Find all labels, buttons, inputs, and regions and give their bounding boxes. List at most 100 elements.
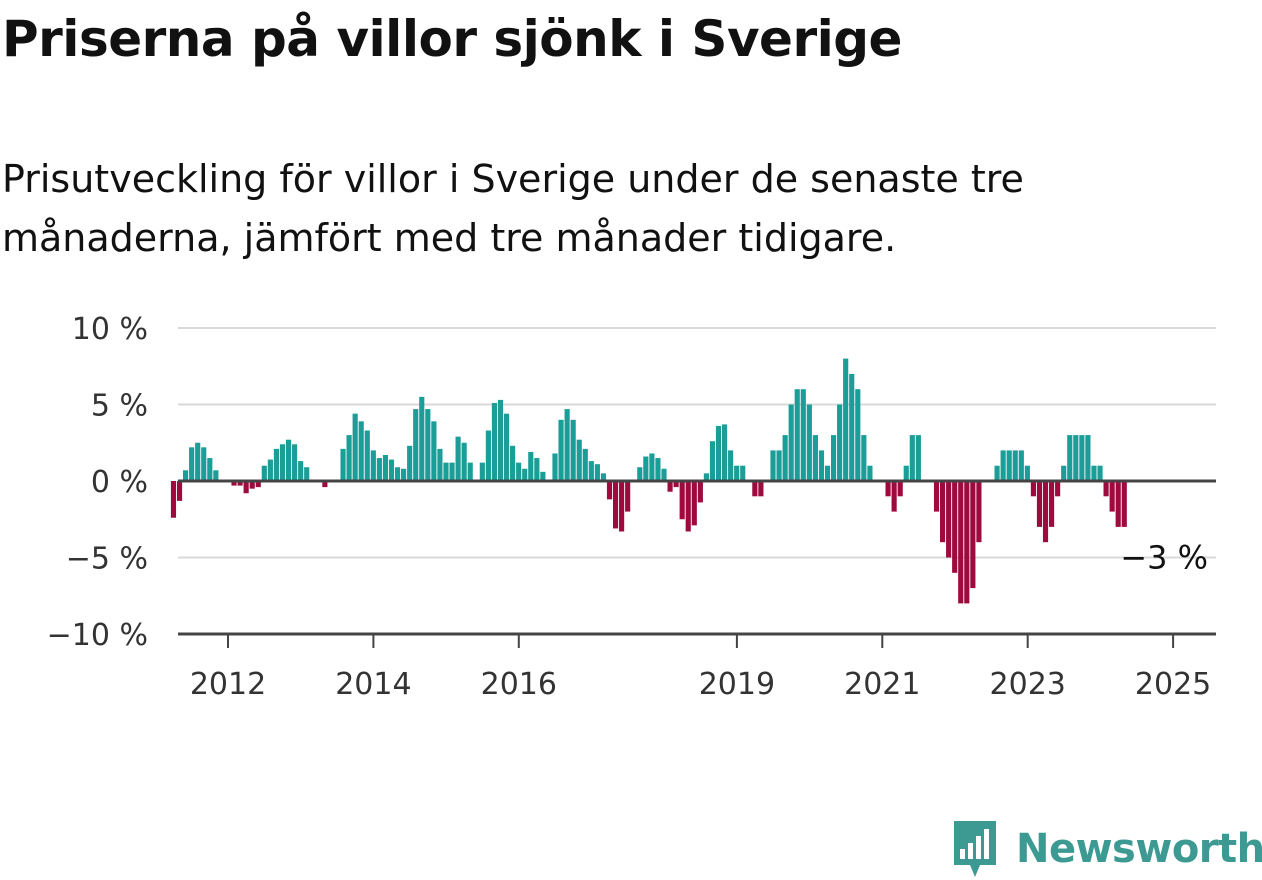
bar: [382, 454, 389, 481]
bar: [837, 404, 843, 481]
bar: [576, 439, 582, 481]
newsworthy-logo: Newsworthy: [950, 818, 1262, 880]
chart-title: Priserna på villor sjönk i Sverige: [2, 10, 902, 68]
bar: [479, 462, 485, 481]
bar: [849, 373, 855, 481]
bar: [831, 435, 837, 481]
bar: [1012, 450, 1018, 481]
bar: [443, 462, 449, 481]
bar: [691, 481, 697, 526]
bar: [588, 461, 594, 481]
x-tick-label: 2012: [190, 667, 266, 702]
x-tick-label: 2021: [844, 667, 920, 702]
bar: [207, 458, 213, 481]
bar: [370, 450, 376, 481]
bar: [619, 481, 625, 532]
bar: [540, 471, 546, 481]
bar: [843, 358, 849, 481]
bar: [376, 458, 382, 481]
chart-bars: [170, 358, 1127, 604]
bar: [425, 409, 431, 481]
bar: [255, 481, 261, 488]
bar: [279, 444, 286, 481]
bar: [958, 481, 964, 604]
newsworthy-logo-text: Newsworthy: [1016, 826, 1262, 872]
bar: [685, 481, 691, 532]
bar: [1091, 465, 1097, 481]
bar: [1036, 481, 1043, 527]
bar: [946, 481, 952, 558]
bar: [582, 448, 588, 481]
bar: [455, 436, 461, 481]
bar: [570, 419, 576, 481]
bar: [1103, 481, 1109, 497]
bar: [510, 445, 516, 481]
bar: [994, 465, 1000, 481]
bar: [298, 461, 304, 481]
bar: [594, 464, 600, 481]
bar: [903, 465, 909, 481]
bar: [855, 389, 861, 481]
chart-subtitle-line-1: Prisutveckling för villor i Sverige unde…: [2, 157, 1024, 201]
bar: [800, 389, 806, 481]
bar: [1097, 465, 1103, 481]
newsworthy-logo-icon: [954, 821, 996, 877]
bar: [322, 481, 328, 488]
bar: [231, 481, 237, 486]
bar: [497, 399, 504, 481]
bar: [1109, 481, 1115, 512]
bar: [528, 451, 534, 481]
bar: [1079, 435, 1085, 481]
bar: [388, 459, 395, 481]
y-tick-label: 5 %: [91, 389, 148, 424]
bar: [401, 468, 407, 481]
x-tick-label: 2023: [990, 667, 1066, 702]
bar: [491, 402, 498, 481]
bar: [1085, 435, 1091, 481]
bar: [885, 481, 891, 497]
bar: [600, 473, 607, 481]
bar: [346, 435, 352, 481]
bar: [667, 481, 673, 492]
bar: [340, 448, 346, 481]
bar: [564, 409, 570, 481]
bar: [1000, 450, 1006, 481]
bar: [419, 396, 425, 481]
bar: [715, 425, 722, 481]
bar: [776, 450, 782, 481]
bar: [824, 465, 831, 481]
bar: [292, 444, 298, 481]
bar: [788, 404, 794, 481]
bar: [933, 481, 940, 512]
bar: [806, 404, 812, 481]
bar: [728, 450, 734, 481]
bar: [794, 389, 800, 481]
x-tick-label: 2014: [335, 667, 411, 702]
chart-gridlines: [178, 327, 1216, 559]
x-tick-label: 2016: [481, 667, 557, 702]
bar: [407, 445, 413, 481]
bar: [770, 450, 776, 481]
bar: [818, 450, 825, 481]
bar: [1042, 481, 1049, 543]
x-axis-labels: 2012 2014 2016 2019 2021 2023 2025: [190, 667, 1211, 702]
x-tick-label: 2025: [1135, 667, 1211, 702]
chart-subtitle-line-2: månaderna, jämfört med tre månader tidig…: [2, 216, 897, 260]
chart-subtitle: Prisutveckling för villor i Sverige unde…: [2, 150, 1202, 268]
bar: [612, 481, 619, 529]
bar: [352, 413, 358, 481]
bar: [673, 481, 679, 488]
bar: [1006, 450, 1012, 481]
bar: [431, 421, 437, 481]
bar: [1073, 435, 1079, 481]
bar: [752, 481, 758, 497]
bar: [237, 481, 243, 486]
bar: [734, 465, 740, 481]
bar: [503, 413, 510, 481]
bar: [709, 441, 716, 481]
bar: [273, 448, 279, 481]
bar: [964, 481, 970, 604]
bar-chart: 10 % 5 % 0 % −5 % −10 % 2012 2014 2016 2019 2021…: [47, 312, 1216, 702]
bar: [285, 439, 292, 481]
bar: [976, 481, 982, 543]
